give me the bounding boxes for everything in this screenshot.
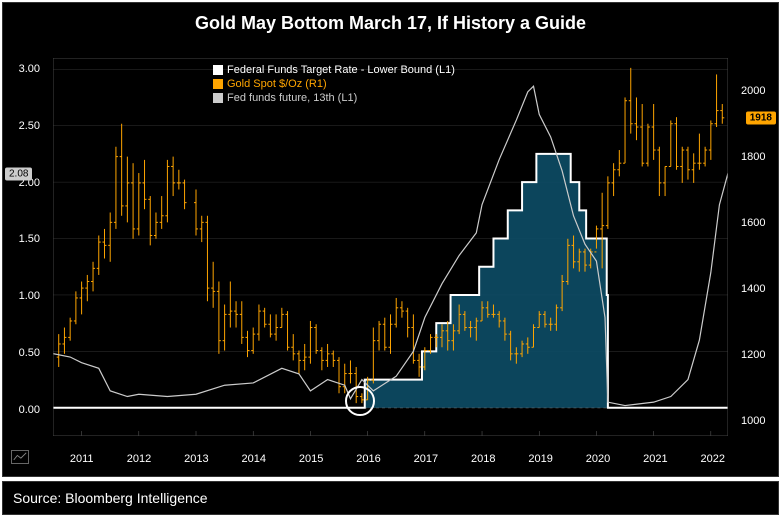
legend: Federal Funds Target Rate - Lower Bound … <box>213 63 455 105</box>
left-current-badge: 2.08 <box>5 167 32 180</box>
x-tick-label: 2018 <box>471 453 495 465</box>
x-tick-label: 2020 <box>586 453 610 465</box>
legend-label: Federal Funds Target Rate - Lower Bound … <box>227 63 455 77</box>
legend-swatch <box>213 79 223 89</box>
legend-item: Federal Funds Target Rate - Lower Bound … <box>213 63 455 77</box>
y-right-tick-label: 1400 <box>741 283 765 295</box>
y-right-tick-label: 1800 <box>741 151 765 163</box>
legend-swatch <box>213 65 223 75</box>
x-tick-label: 2011 <box>70 453 94 465</box>
legend-label: Gold Spot $/Oz (R1) <box>227 77 327 91</box>
y-right-tick-label: 1000 <box>741 415 765 427</box>
y-left-tick-label: 0.50 <box>19 347 40 359</box>
x-tick-label: 2014 <box>242 453 266 465</box>
y-right-tick-label: 1600 <box>741 217 765 229</box>
x-tick-label: 2019 <box>528 453 552 465</box>
legend-label: Fed funds future, 13th (L1) <box>227 91 357 105</box>
x-tick-label: 2021 <box>643 453 667 465</box>
y-axis-left: 0.000.501.001.502.002.503.00 <box>3 58 48 436</box>
x-axis: 2011 2012 2013 2014 2015 2016 2017 2018 2019 2020… <box>53 441 728 476</box>
legend-item: Gold Spot $/Oz (R1) <box>213 77 455 91</box>
plot-area <box>53 58 728 436</box>
y-left-tick-label: 2.50 <box>19 120 40 132</box>
y-left-tick-label: 1.00 <box>19 290 40 302</box>
legend-item: Fed funds future, 13th (L1) <box>213 91 455 105</box>
y-right-tick-label: 2000 <box>741 85 765 97</box>
x-tick-label: 2012 <box>127 453 151 465</box>
x-tick-label: 2015 <box>299 453 323 465</box>
y-left-tick-label: 0.00 <box>19 404 40 416</box>
source-attribution: Source: Bloomberg Intelligence <box>2 481 779 515</box>
chart-settings-icon[interactable] <box>11 450 29 464</box>
x-tick-label: 2016 <box>356 453 380 465</box>
x-tick-label: 2017 <box>414 453 438 465</box>
legend-swatch <box>213 93 223 103</box>
chart-title: Gold May Bottom March 17, If History a G… <box>3 3 778 42</box>
right-current-badge: 1918 <box>746 112 776 125</box>
y-left-tick-label: 1.50 <box>19 233 40 245</box>
y-right-tick-label: 1200 <box>741 349 765 361</box>
y-left-tick-label: 3.00 <box>19 63 40 75</box>
x-tick-label: 2013 <box>184 453 208 465</box>
chart-container: Gold May Bottom March 17, If History a G… <box>2 2 779 477</box>
x-tick-label: 2022 <box>701 453 725 465</box>
